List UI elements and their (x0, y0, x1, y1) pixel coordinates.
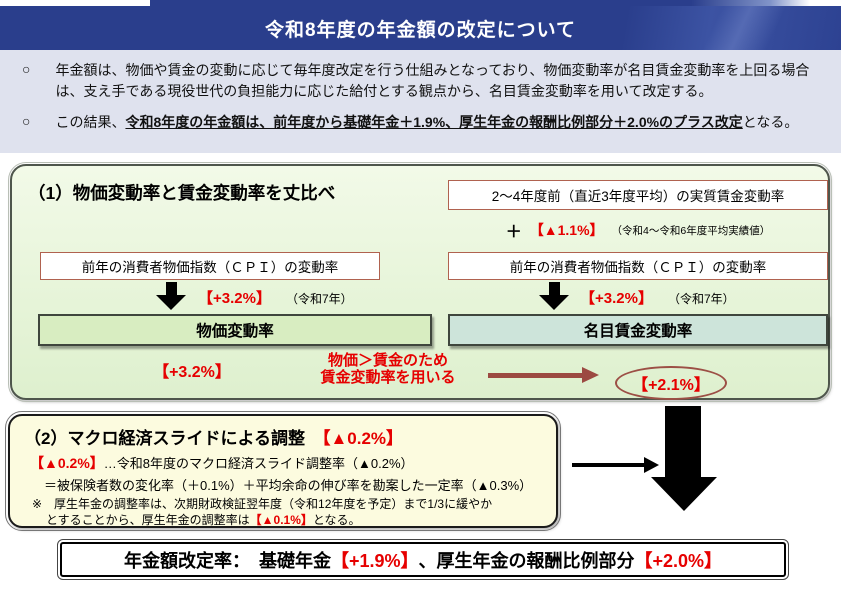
plus-sign: ＋ (505, 224, 522, 241)
comparison-note: 物価＞賃金のため 賃金変動率を用いる (278, 352, 498, 387)
adjustment-rate: 【▲0.2%】 (30, 455, 104, 471)
bullet-1-text: 年金額は、物価や賃金の変動に応じて毎年度改定を行う仕組みとなっており、物価変動率… (55, 62, 810, 99)
bullet-2-suffix: となる。 (742, 114, 799, 131)
wage-result-ellipse: 【+2.1%】 (615, 366, 727, 400)
section2-heading-text: （2）マクロ経済スライドによる調整 (24, 429, 305, 448)
result-box: 年金額改定率： 基礎年金 【+1.9%】 、厚生年金の報酬比例部分 【+2.0%】 (57, 539, 789, 580)
bullet-2-prefix: この結果、 (55, 114, 126, 131)
comparison-note-line2: 賃金変動率を用いる (320, 369, 456, 387)
comparison-arrow-icon (488, 373, 584, 378)
adjustment-line1-text: …令和8年度のマクロ経済スライド調整率（▲0.2%） (103, 456, 414, 471)
result-text: 年金額改定率： 基礎年金 【+1.9%】 、厚生年金の報酬比例部分 【+2.0%】 (60, 542, 786, 577)
adjustment-note: ※ 厚生年金の調整率は、次期財政検証翌年度（令和12年度を予定）まで1/3に緩や… (32, 497, 537, 529)
result-label: 年金額改定率： 基礎年金 (123, 550, 331, 571)
adjustment-line2: ＝被保険者数の変化率（＋0.1%）＋平均余命の伸び率を勘案した一定率（▲0.3%… (44, 478, 533, 493)
note-rate: 【▲0.1%】 (249, 512, 313, 527)
bullet-item-1: ○ 年金額は、物価や賃金の変動に応じて毎年度改定を行う仕組みとなっており、物価変… (22, 60, 823, 101)
employee-pension-rate: 【+2.0%】 (634, 550, 723, 571)
bullet-item-2: ○ この結果、令和8年度の年金額は、前年度から基礎年金＋1.9%、厚生年金の報酬… (22, 112, 823, 133)
cpi-box-left: 前年の消費者物価指数（ＣＰＩ）の変動率 (40, 252, 380, 280)
bullet-2-text: この結果、令和8年度の年金額は、前年度から基礎年金＋1.9%、厚生年金の報酬比例… (55, 112, 823, 133)
price-result: 【+3.2%】 (153, 364, 231, 381)
section1-panel: （1）物価変動率と賃金変動率を丈比べ 2～4年度前（直近3年度平均）の実質賃金変… (8, 162, 832, 402)
banner-accent-stripe (681, 6, 801, 50)
cpi-box-right: 前年の消費者物価指数（ＣＰＩ）の変動率 (448, 252, 828, 280)
page-title: 令和8年度の年金額の改定について (265, 19, 576, 41)
real-wage-rate-line: ＋ 【▲1.1%】 （令和4～令和6年度平均実績値） (448, 218, 828, 242)
flow-arrow-icon (572, 463, 644, 467)
comparison-note-line1: 物価＞賃金のため (327, 352, 448, 369)
title-banner: 令和8年度の年金額の改定について (0, 6, 841, 50)
adjustment-note-line2: とすることから、厚生年金の調整率は【▲0.1%】となる。 (46, 512, 361, 527)
adjustment-line1: 【▲0.2%】…令和8年度のマクロ経済スライド調整率（▲0.2%） (30, 453, 414, 473)
section2-heading: （2）マクロ経済スライドによる調整 【▲0.2%】 (24, 424, 403, 449)
result-mid: 、厚生年金の報酬比例部分 (418, 550, 635, 571)
big-down-arrow-icon (665, 406, 701, 477)
section1-heading: （1）物価変動率と賃金変動率を丈比べ (28, 183, 336, 203)
price-rate-box: 物価変動率 (38, 314, 432, 346)
bullet-2-emphasis: 令和8年度の年金額は、前年度から基礎年金＋1.9%、厚生年金の報酬比例部分＋2.… (125, 114, 743, 131)
down-arrow-icon (539, 282, 569, 310)
bullet-marker: ○ (22, 61, 31, 77)
comparison-arrow-head-icon (582, 367, 599, 383)
down-arrow-icon (156, 282, 186, 310)
cpi-rate-right: 【+3.2%】 (580, 290, 653, 307)
section2-panel: （2）マクロ経済スライドによる調整 【▲0.2%】 【▲0.2%】…令和8年度の… (5, 411, 561, 531)
cpi-rate-left: 【+3.2%】 (198, 290, 271, 307)
intro-panel: ○ 年金額は、物価や賃金の変動に応じて毎年度改定を行う仕組みとなっており、物価変… (0, 50, 841, 153)
bullet-marker: ○ (22, 113, 31, 130)
section2-heading-rate: 【▲0.2%】 (321, 429, 404, 448)
adjustment-note-line1: ※ 厚生年金の調整率は、次期財政検証翌年度（令和12年度を予定）まで1/3に緩や… (32, 497, 493, 511)
real-wage-note: （令和4～令和6年度平均実績値） (611, 224, 771, 237)
basic-pension-rate: 【+1.9%】 (330, 550, 419, 571)
big-down-arrow-head-icon (651, 477, 717, 511)
flow-arrow-head-icon (644, 457, 659, 473)
cpi-year-left: （令和7年） (286, 292, 353, 306)
header-top-strip (150, 0, 810, 6)
wage-rate-box: 名目賃金変動率 (448, 314, 828, 346)
real-wage-rate: 【▲1.1%】 (529, 222, 604, 238)
real-wage-box: 2～4年度前（直近3年度平均）の実質賃金変動率 (448, 180, 828, 210)
cpi-year-right: （令和7年） (668, 292, 735, 306)
